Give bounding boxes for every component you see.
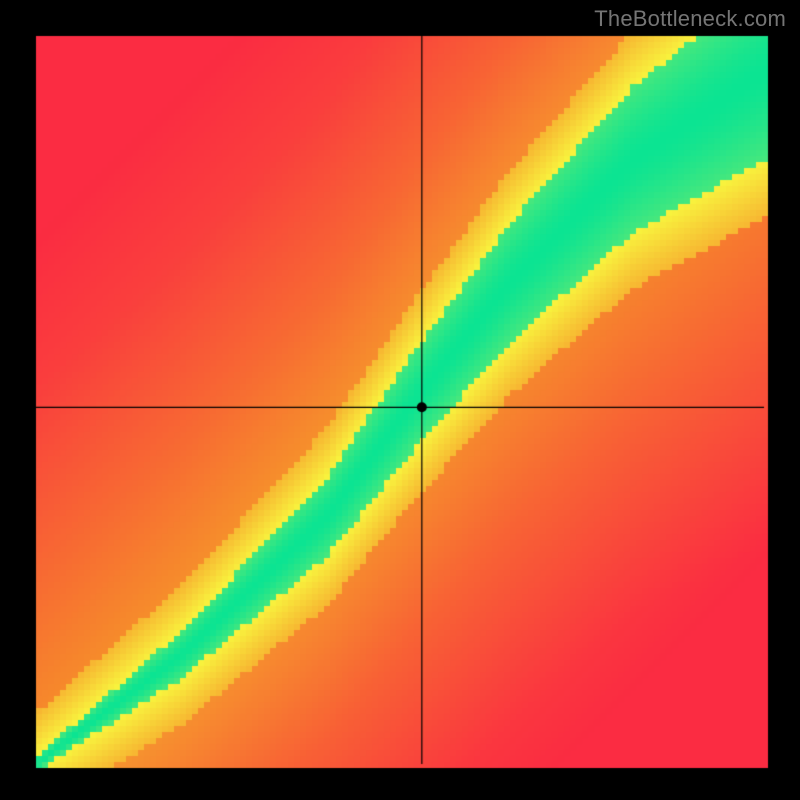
bottleneck-heatmap [0, 0, 800, 800]
watermark-text: TheBottleneck.com [594, 6, 786, 32]
chart-container: TheBottleneck.com [0, 0, 800, 800]
